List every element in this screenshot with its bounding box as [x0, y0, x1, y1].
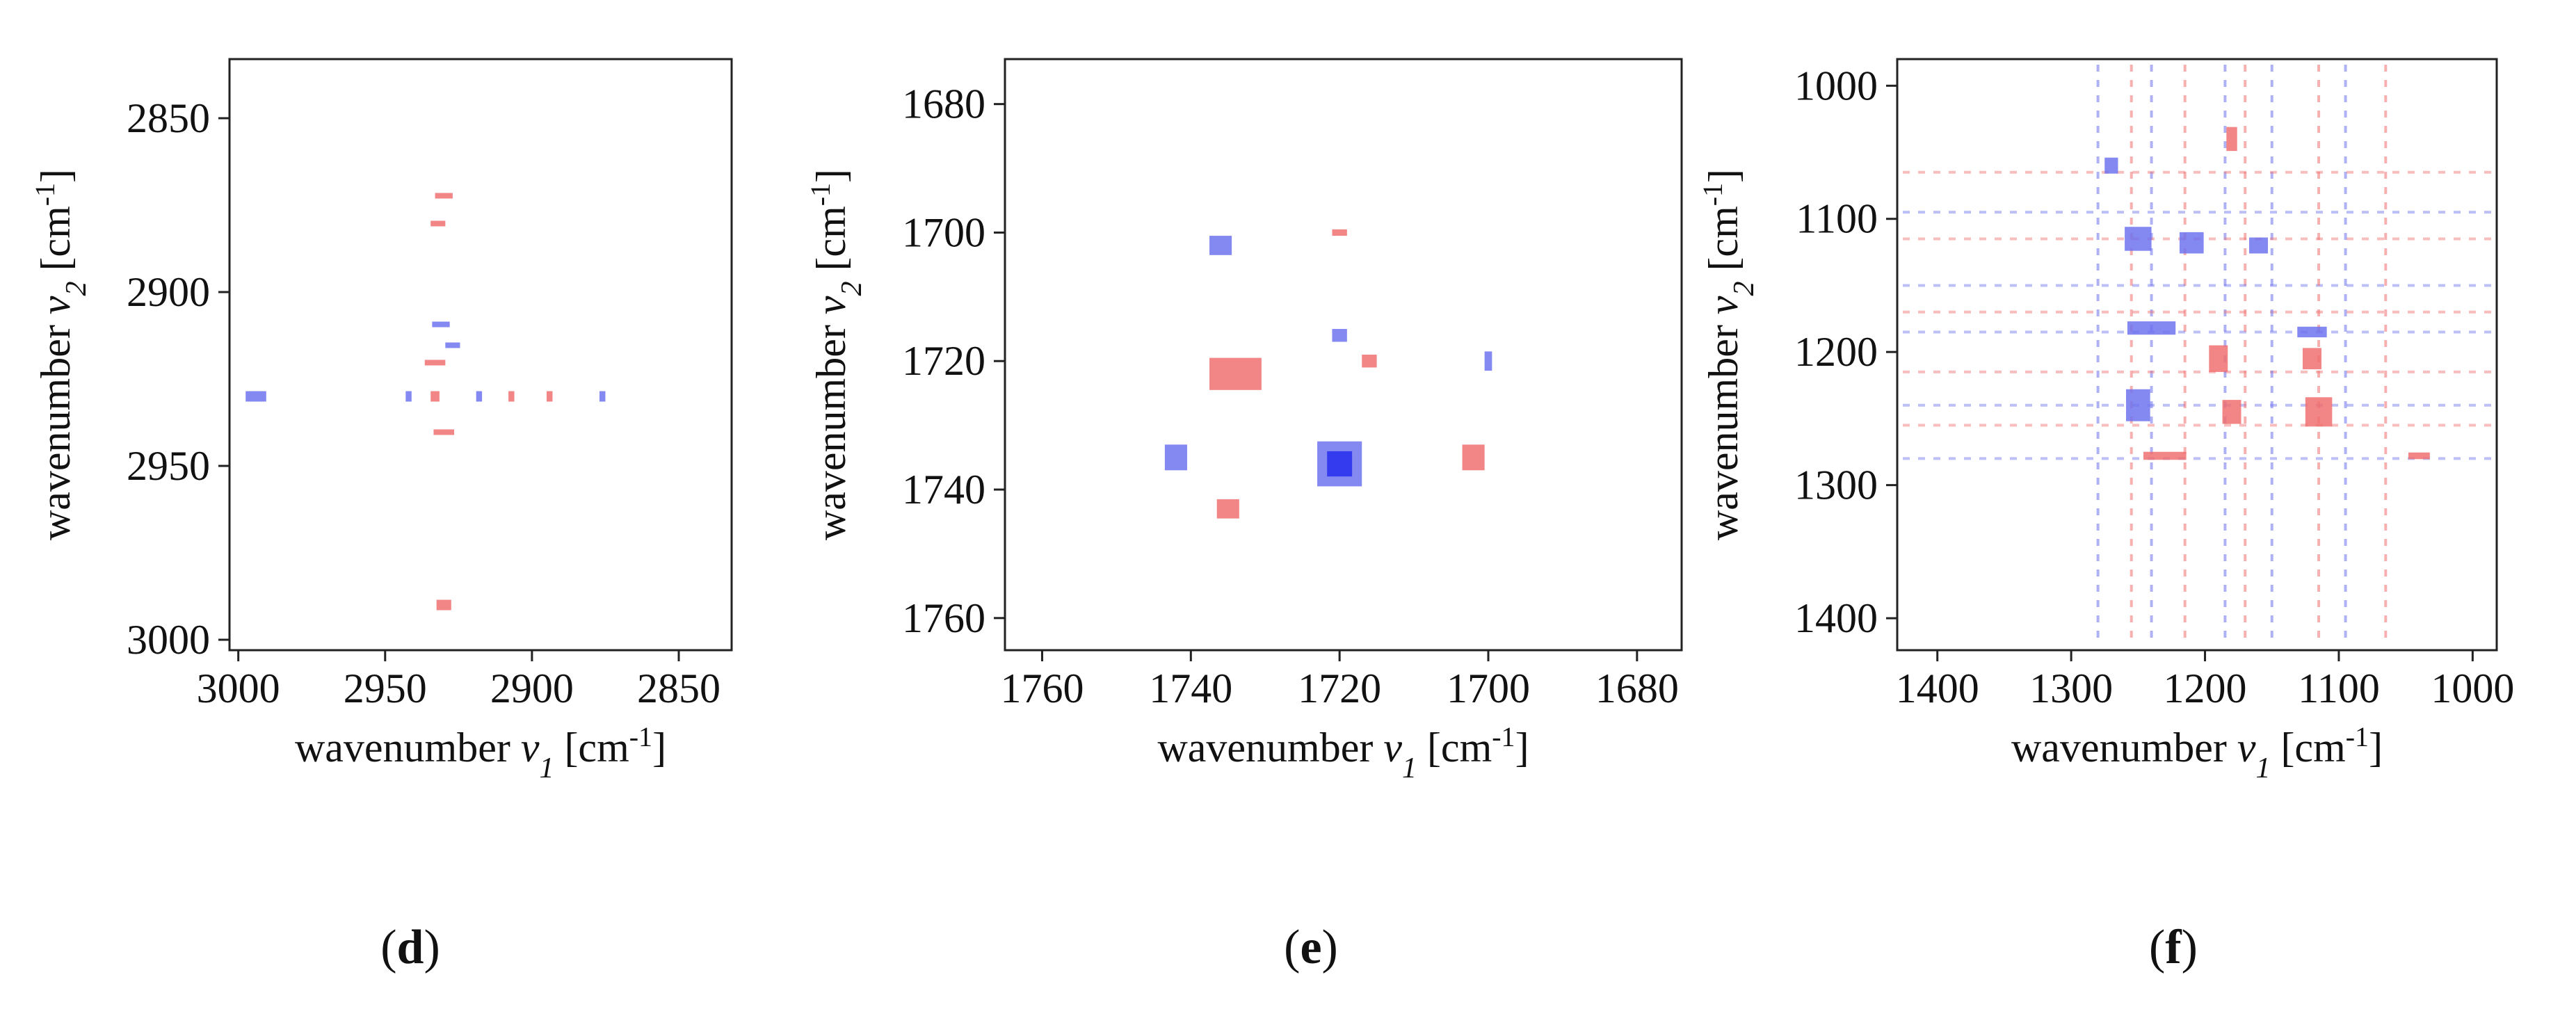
panel-label: (d) — [380, 921, 440, 974]
y-tick-label: 1720 — [902, 338, 985, 384]
y-tick-label: 2900 — [127, 269, 210, 315]
peak-positive — [430, 391, 440, 402]
peak-negative — [405, 391, 412, 402]
y-tick-label: 1000 — [1794, 63, 1878, 108]
x-tick-label: 1400 — [1896, 665, 1979, 711]
peak-positive — [1216, 499, 1239, 519]
y-axis-label: wavenumber v2 [cm-1] — [1697, 169, 1761, 540]
panel-label: (f) — [2149, 921, 2198, 974]
peak-positive — [2408, 452, 2430, 460]
peak-positive — [1209, 357, 1262, 390]
x-axis-label: wavenumber v1 [cm-1] — [1157, 721, 1529, 785]
y-axis-label: wavenumber v2 [cm-1] — [805, 169, 869, 540]
peak-positive — [2303, 348, 2321, 370]
peak-positive — [1332, 229, 1347, 236]
y-tick-label: 1760 — [902, 595, 985, 641]
peak-negative — [2297, 326, 2327, 338]
y-tick-label: 1700 — [902, 209, 985, 255]
x-tick-label: 3000 — [197, 665, 280, 711]
peak-positive — [430, 220, 446, 227]
peak-negative — [1317, 441, 1362, 487]
y-tick-label: 1200 — [1794, 329, 1878, 375]
peak-negative — [2125, 227, 2152, 251]
peak-negative — [2179, 232, 2204, 254]
peak-positive — [2222, 400, 2241, 424]
peak-negative — [2104, 157, 2118, 174]
peak-positive — [435, 193, 453, 199]
peak-positive — [2209, 345, 2228, 372]
peak-negative — [2249, 237, 2268, 254]
x-tick-label: 1100 — [2298, 665, 2380, 711]
heatmap-panel-d: 3000 2950 2900 2850 2850 2900 2950 3000 wavenumb… — [29, 58, 733, 974]
peak-positive — [547, 391, 553, 402]
y-tick-label: 1300 — [1794, 462, 1878, 508]
x-tick-label: 1720 — [1298, 665, 1381, 711]
y-tick-label: 1740 — [902, 467, 985, 512]
peak-positive — [433, 429, 454, 435]
x-tick-label: 1000 — [2431, 665, 2514, 711]
peak-negative — [1484, 351, 1492, 371]
peak-positive — [2143, 451, 2187, 460]
peak-positive — [1462, 444, 1485, 471]
y-tick-label: 1400 — [1794, 595, 1878, 641]
x-tick-label: 1200 — [2164, 665, 2247, 711]
x-tick-label: 1760 — [1000, 665, 1084, 711]
peak-negative — [2127, 321, 2176, 335]
x-tick-label: 2850 — [637, 665, 721, 711]
peak-negative — [445, 342, 460, 348]
peak-positive — [2226, 127, 2237, 152]
panel-label: (e) — [1284, 921, 1338, 974]
peak-positive — [436, 599, 451, 611]
peak-negative — [245, 391, 266, 402]
x-tick-label: 1700 — [1447, 665, 1530, 711]
peak-negative — [599, 391, 606, 402]
x-tick-label: 2950 — [344, 665, 427, 711]
x-axis-label: wavenumber v1 [cm-1] — [295, 721, 666, 785]
peak-negative — [2126, 389, 2150, 421]
x-axis-label: wavenumber v1 [cm-1] — [2011, 721, 2383, 785]
plot-area — [1896, 58, 2498, 652]
peak-negative — [476, 391, 483, 402]
x-tick-label: 1300 — [2029, 665, 2113, 711]
x-tick-label: 2900 — [490, 665, 574, 711]
y-axis-label: wavenumber v2 [cm-1] — [29, 169, 93, 540]
x-tick-label: 1740 — [1149, 665, 1232, 711]
plot-area — [1004, 58, 1683, 652]
y-tick-label: 1680 — [902, 81, 985, 127]
peak-positive — [424, 360, 446, 366]
plot-area — [228, 58, 733, 652]
heatmap-panel-f: 1400 1300 1200 1100 1000 1000 1100 1200 1300 1400… — [1697, 58, 2514, 974]
peak-negative — [1332, 329, 1347, 342]
heatmap-panel-e: 1760 1740 1720 1700 1680 1680 1700 1720 1740 1760… — [805, 58, 1683, 974]
peak-positive — [1362, 355, 1377, 368]
y-tick-label: 3000 — [127, 617, 210, 663]
x-tick-label: 1680 — [1595, 665, 1679, 711]
peak-positive — [508, 391, 515, 402]
peak-negative — [1209, 236, 1232, 255]
peak-negative — [1164, 444, 1187, 471]
y-tick-label: 2850 — [127, 95, 210, 141]
peak-positive — [2305, 397, 2333, 427]
peak-negative — [432, 321, 450, 328]
y-tick-label: 2950 — [127, 443, 210, 489]
y-tick-label: 1100 — [1796, 196, 1878, 242]
